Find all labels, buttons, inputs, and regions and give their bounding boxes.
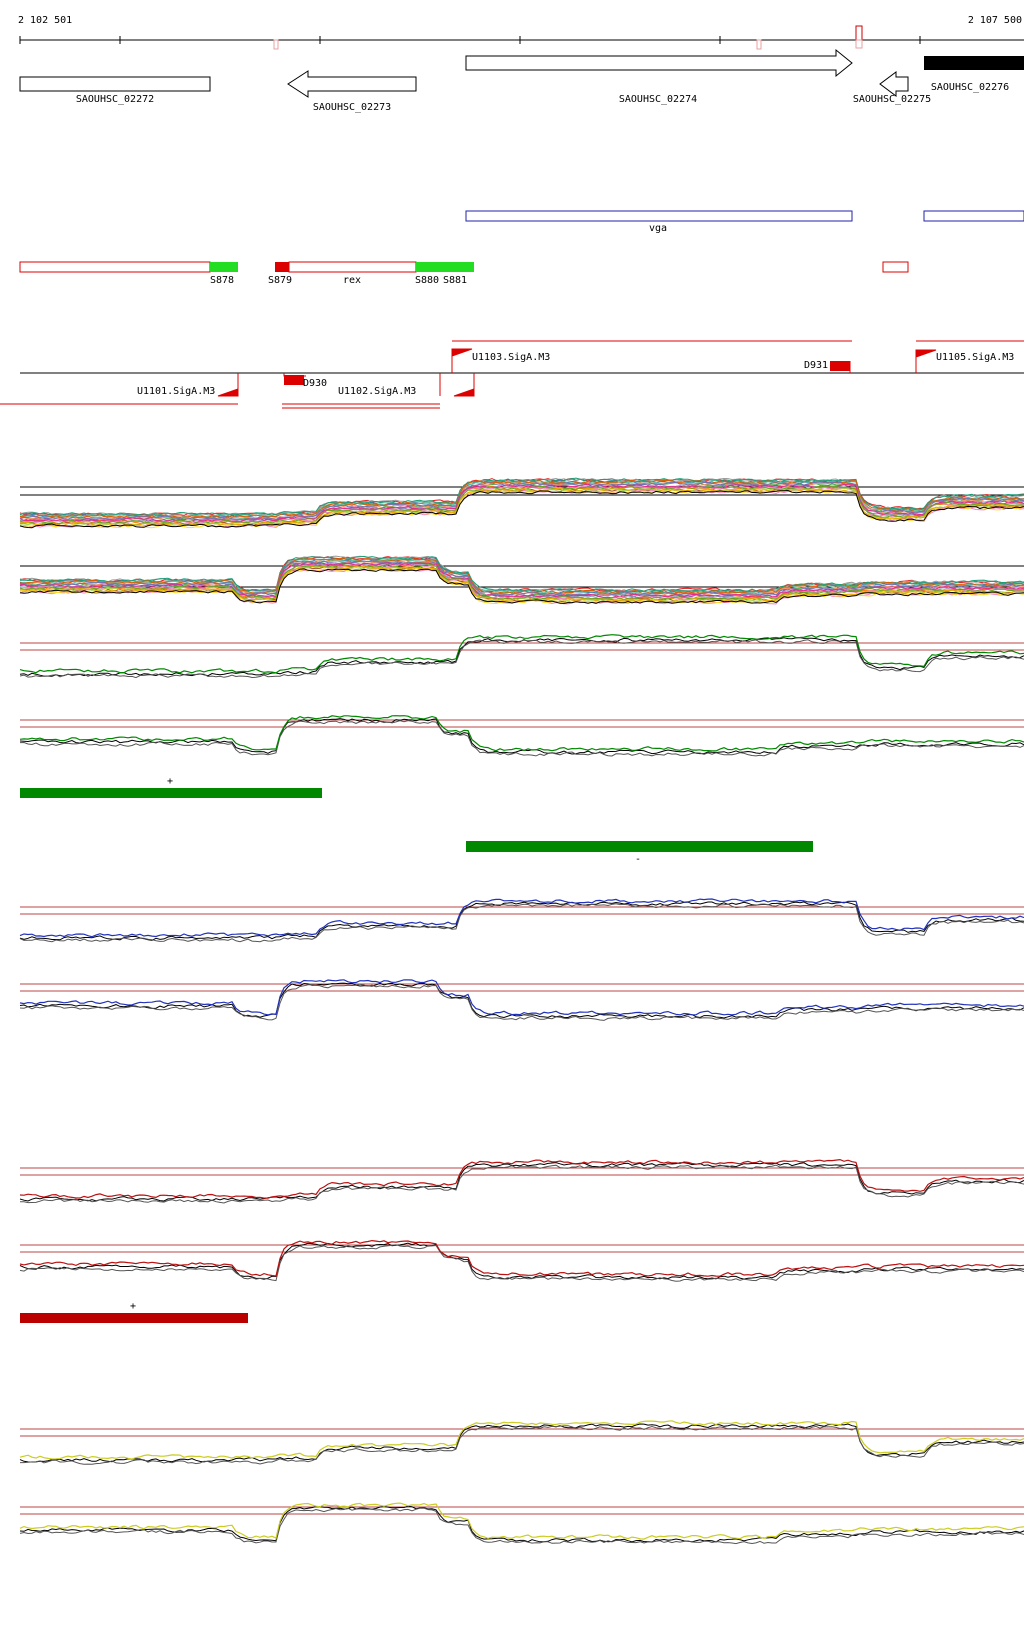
segment-label: S881 — [443, 275, 467, 286]
green-minus-bar[interactable] — [466, 841, 813, 852]
gene-saouhsc-02275[interactable] — [879, 71, 909, 97]
condition-trace — [19, 1158, 1024, 1199]
condition-trace — [19, 639, 1024, 679]
tss-label: U1103.SigA.M3 — [472, 352, 550, 363]
green-minus-track — [19, 715, 1024, 757]
bar-strand-label: - — [635, 854, 641, 865]
tss-d931[interactable] — [830, 361, 850, 371]
condition-trace — [19, 979, 1024, 1016]
yellow-minus-track — [19, 1502, 1024, 1545]
gene-saouhsc-02273[interactable] — [287, 70, 417, 98]
tiling-trace — [19, 565, 1024, 603]
tss-u1103[interactable] — [451, 348, 473, 373]
segment-s878[interactable] — [19, 261, 211, 273]
segment-s880[interactable] — [416, 262, 474, 272]
condition-trace — [19, 1244, 1024, 1282]
tss-label: U1102.SigA.M3 — [338, 386, 416, 397]
operon-vga[interactable] — [465, 210, 853, 222]
green-plus-bar[interactable] — [20, 788, 322, 798]
gene-label: SAOUHSC_02273 — [313, 102, 391, 113]
condition-trace — [19, 1505, 1024, 1543]
tiling-trace — [19, 564, 1024, 601]
gene-saouhsc-02276[interactable] — [924, 56, 1024, 70]
condition-trace — [19, 1423, 1024, 1463]
tss-u1102[interactable] — [453, 373, 475, 397]
tss-track: U1101.SigA.M3 D930 U1102.SigA.M3 U1103.S… — [0, 340, 1024, 409]
segment-label: S880 — [415, 275, 439, 286]
gene-label: SAOUHSC_02275 — [853, 94, 931, 105]
gene-track: SAOUHSC_02272 SAOUHSC_02273 SAOUHSC_0227… — [19, 48, 1024, 113]
tss-u1101[interactable] — [217, 373, 239, 397]
condition-trace — [19, 1242, 1024, 1280]
condition-trace — [20, 1164, 1024, 1204]
gene-label: SAOUHSC_02274 — [619, 94, 697, 105]
condition-trace — [19, 715, 1024, 752]
tiling-trace — [19, 560, 1024, 596]
segment-small[interactable] — [882, 261, 909, 273]
segment-track: S878 S879 rex S880 S881 — [19, 261, 909, 286]
tiling-trace — [19, 564, 1024, 601]
red-plus-bar[interactable] — [20, 1313, 248, 1323]
condition-trace — [19, 1502, 1024, 1540]
red-minus-track — [19, 1239, 1024, 1282]
tiling-trace — [19, 555, 1024, 593]
condition-trace — [19, 1507, 1024, 1545]
gene-label: SAOUHSC_02272 — [76, 94, 154, 105]
segment-label: S879 — [268, 275, 292, 286]
tiling-minus-all — [19, 555, 1024, 605]
ruler-start-label: 2 102 501 — [18, 15, 72, 26]
segment-label: rex — [343, 275, 361, 286]
condition-trace — [19, 983, 1024, 1021]
tss-label: U1105.SigA.M3 — [936, 352, 1014, 363]
tiling-trace — [19, 568, 1024, 604]
condition-trace — [19, 898, 1024, 938]
tiling-trace — [19, 557, 1024, 595]
yellow-plus-track — [19, 1420, 1024, 1465]
tiling-trace — [19, 562, 1024, 599]
coordinate-ruler: 2 102 501 2 107 500 — [18, 15, 1024, 50]
bar-strand-label: + — [167, 776, 173, 787]
tss-d930[interactable] — [284, 375, 304, 385]
gene-label: SAOUHSC_02276 — [931, 82, 1009, 93]
condition-trace — [19, 720, 1024, 757]
tss-label: D930 — [303, 378, 327, 389]
condition-trace — [19, 982, 1024, 1019]
condition-trace — [19, 634, 1024, 674]
red-plus-track — [19, 1158, 1024, 1204]
condition-trace — [19, 1420, 1024, 1460]
operon-right[interactable] — [923, 210, 1024, 222]
tiling-plus-all — [19, 477, 1024, 529]
tiling-trace — [19, 489, 1024, 529]
condition-trace — [20, 1425, 1024, 1465]
operon-label: vga — [649, 223, 667, 234]
condition-trace — [19, 718, 1024, 755]
blue-minus-track — [19, 979, 1024, 1021]
gene-saouhsc-02272[interactable] — [19, 76, 211, 92]
tss-u1105[interactable] — [915, 349, 937, 373]
condition-trace — [19, 1239, 1024, 1277]
tiling-trace — [19, 479, 1024, 519]
blue-plus-track — [19, 898, 1024, 943]
tss-label: U1101.SigA.M3 — [137, 386, 215, 397]
operon-track: vga — [465, 210, 1024, 234]
segment-s878-fill — [210, 262, 238, 272]
bar-strand-label: + — [130, 1301, 136, 1312]
segment-rex[interactable] — [288, 261, 417, 273]
condition-trace — [19, 903, 1024, 943]
segment-label: S878 — [210, 275, 234, 286]
tss-label: D931 — [804, 360, 828, 371]
gene-saouhsc-02274[interactable] — [465, 48, 853, 78]
segment-s879[interactable] — [275, 262, 289, 272]
ruler-end-label: 2 107 500 — [968, 15, 1022, 26]
green-plus-track — [19, 634, 1024, 679]
